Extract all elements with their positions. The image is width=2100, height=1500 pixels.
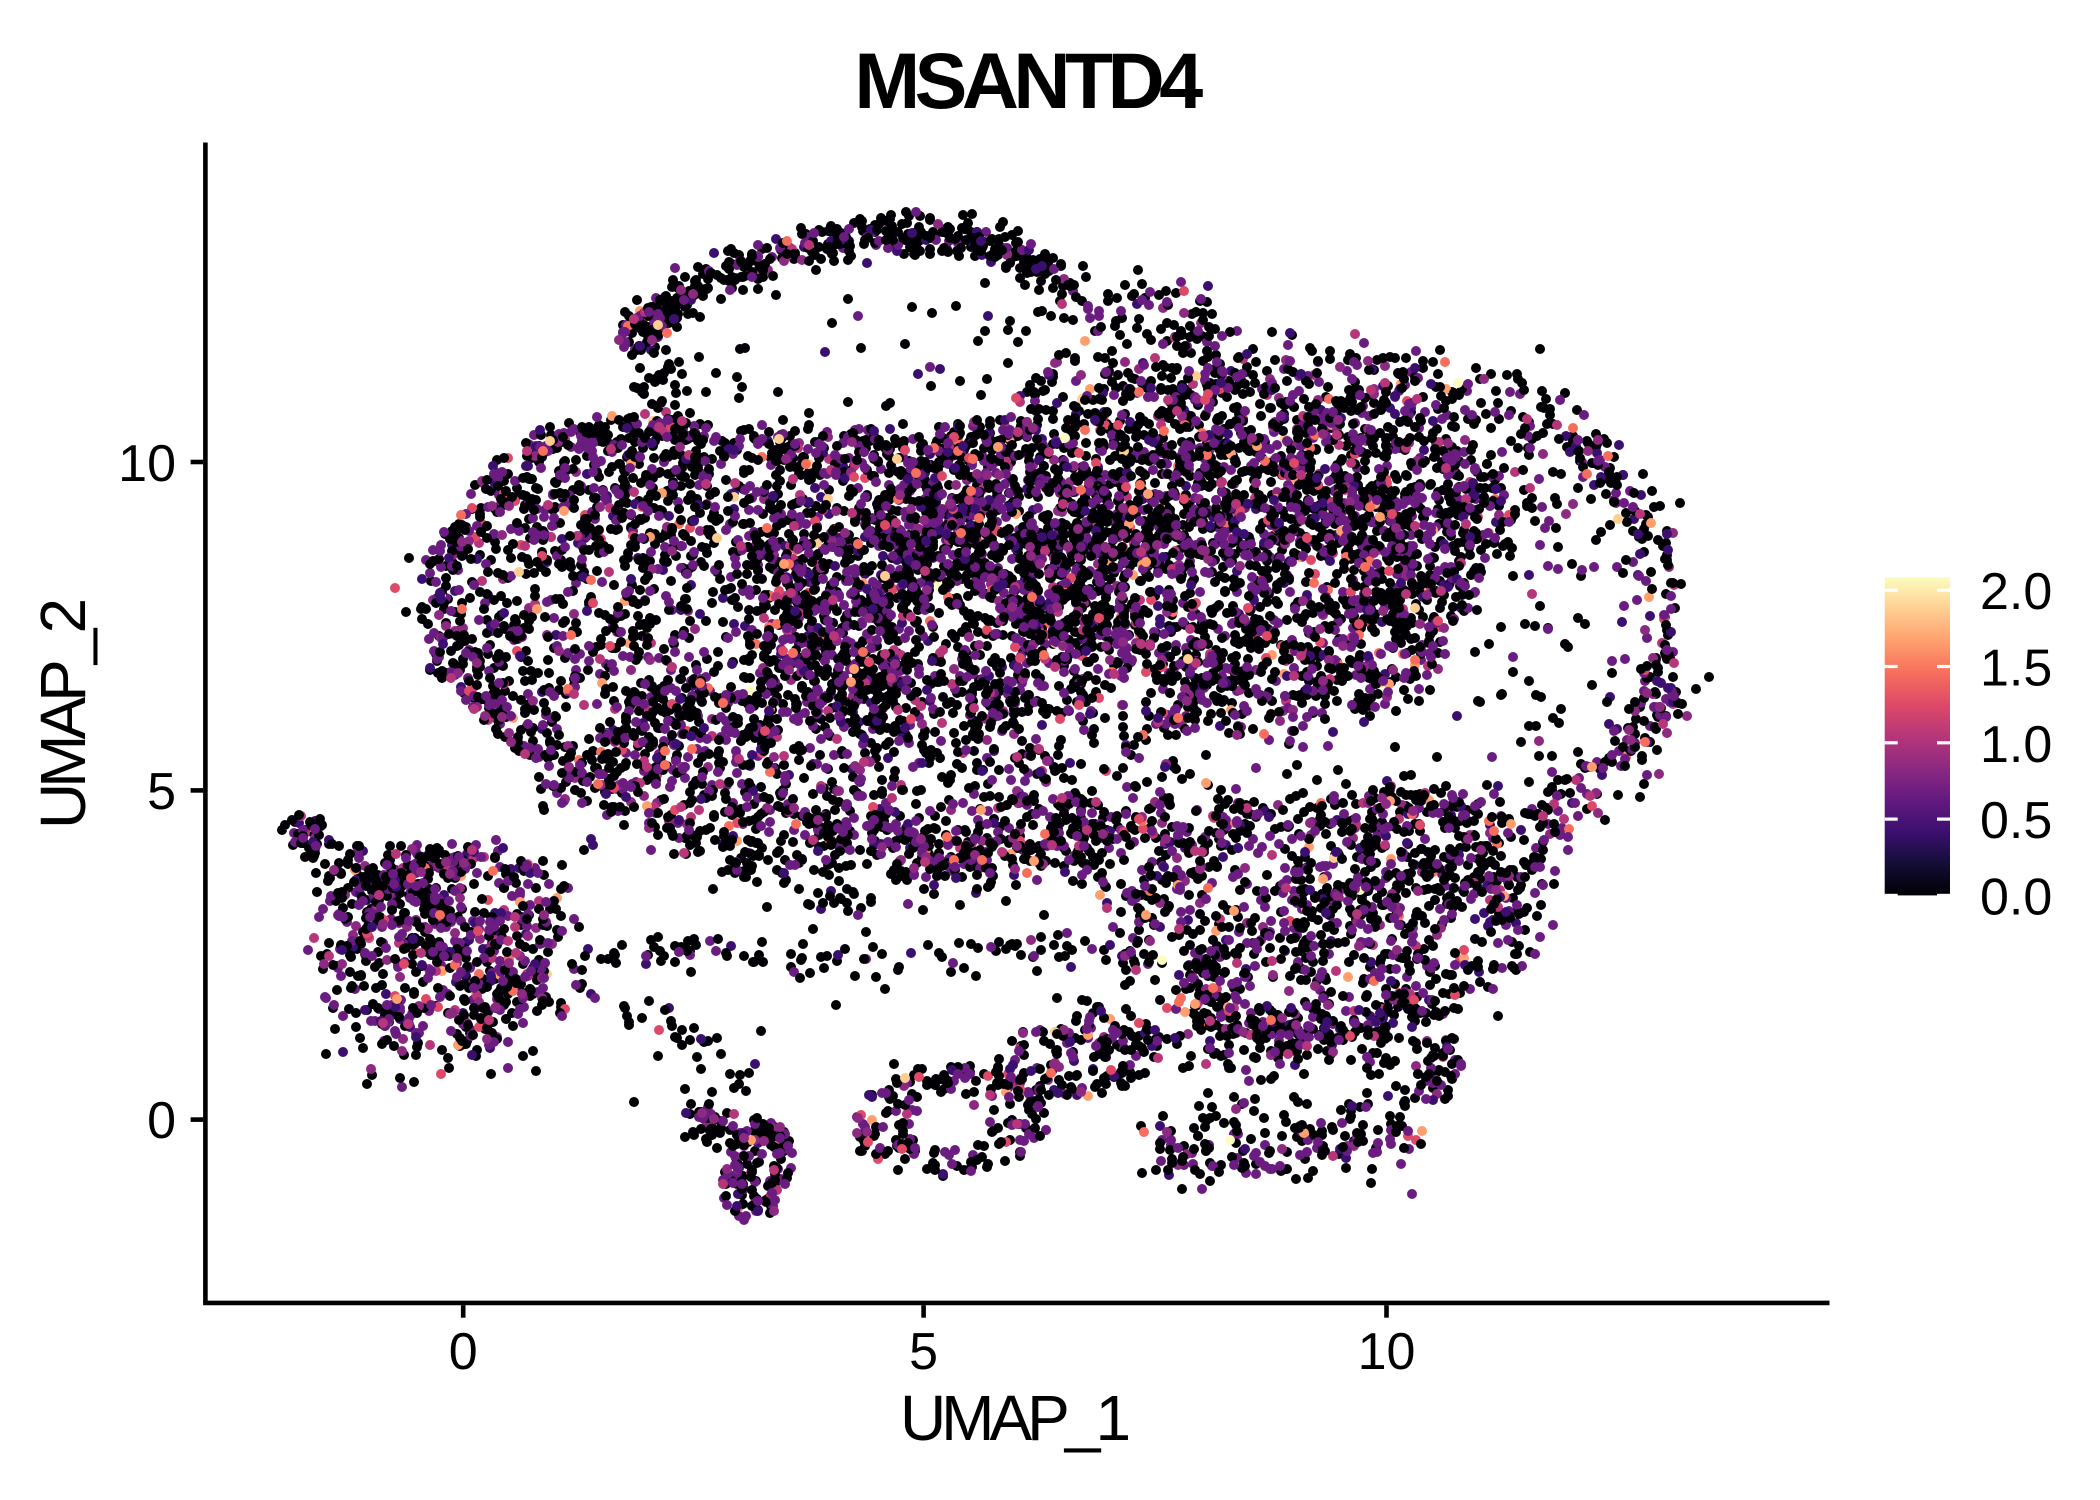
svg-text:10: 10 xyxy=(1358,1323,1416,1381)
svg-text:0.5: 0.5 xyxy=(1980,792,2052,850)
svg-text:MSANTD4: MSANTD4 xyxy=(854,36,1203,125)
svg-text:0: 0 xyxy=(147,1092,176,1150)
svg-text:UMAP_2: UMAP_2 xyxy=(27,601,99,830)
svg-text:1.0: 1.0 xyxy=(1980,716,2052,774)
svg-text:0: 0 xyxy=(449,1323,478,1381)
svg-text:10: 10 xyxy=(118,435,176,493)
svg-text:5: 5 xyxy=(909,1323,938,1381)
svg-text:5: 5 xyxy=(147,763,176,821)
svg-text:0.0: 0.0 xyxy=(1980,868,2052,926)
svg-text:1.5: 1.5 xyxy=(1980,640,2052,698)
svg-text:UMAP_1: UMAP_1 xyxy=(900,1382,1129,1454)
svg-text:2.0: 2.0 xyxy=(1980,563,2052,621)
